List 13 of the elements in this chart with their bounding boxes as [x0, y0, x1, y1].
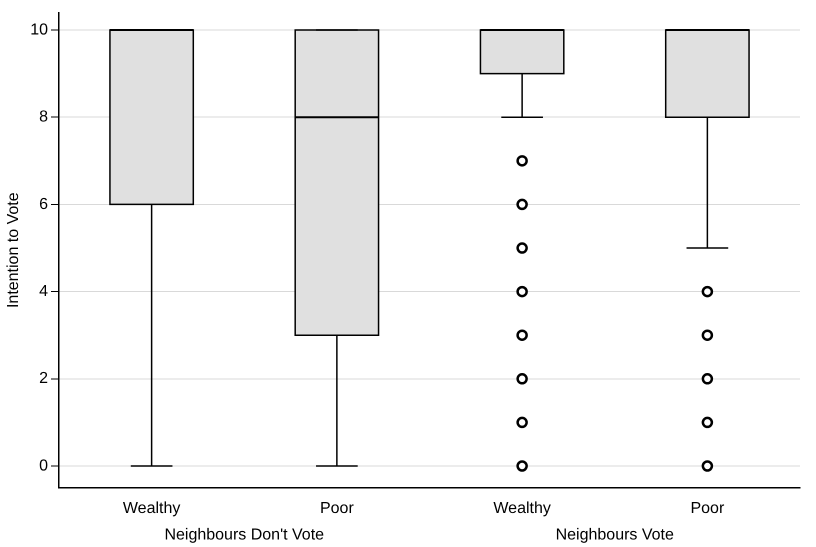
x-tick-label: Wealthy [122, 500, 180, 517]
x-tick-label: Poor [320, 500, 354, 517]
text: Neighbours Don't Vote [164, 526, 324, 544]
y-axis-title: Intention to Vote [5, 192, 22, 308]
y-tick-label: 8 [39, 108, 48, 126]
x-tick-label: Poor [690, 500, 725, 517]
y-tick-label: 4 [39, 283, 48, 300]
text: Neighbours Vote [556, 526, 674, 544]
y-tick-label: 10 [30, 21, 48, 38]
x-tick-label: Wealthy [493, 500, 551, 517]
y-tick-label: 0 [39, 457, 48, 474]
y-tick-label: 6 [39, 196, 48, 213]
y-tick-label: 2 [39, 370, 48, 388]
